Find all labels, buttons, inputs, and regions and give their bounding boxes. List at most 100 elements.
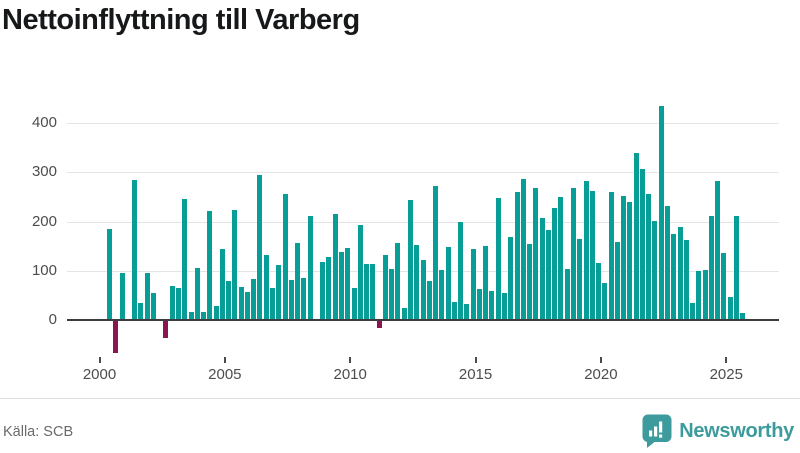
bar-q80	[608, 191, 614, 319]
bar-q95	[702, 269, 708, 319]
bar-q54	[445, 247, 451, 319]
bar-q66	[520, 179, 526, 319]
bar-q46	[395, 243, 401, 319]
bar-q52	[433, 185, 439, 319]
bar-q41	[364, 264, 370, 319]
y-axis-tick-label: 100	[31, 261, 57, 279]
bar-q11	[175, 288, 181, 319]
bar-q83	[627, 202, 633, 319]
bar-q98	[721, 252, 727, 319]
bar-q87	[652, 221, 658, 319]
gridline	[67, 123, 779, 125]
bar-q64	[508, 236, 514, 319]
x-axis-tick	[349, 357, 352, 363]
footer-divider	[0, 398, 800, 399]
x-axis-tick-label: 2010	[333, 366, 367, 383]
bar-q25	[263, 254, 269, 319]
bar-q0	[107, 228, 112, 319]
bar-q4	[132, 179, 138, 319]
bar-q62	[495, 198, 501, 319]
newsworthy-wordmark: Newsworthy	[679, 419, 794, 442]
bar-q30	[295, 243, 301, 319]
bar-q73	[564, 268, 570, 319]
newsworthy-logo[interactable]: Newsworthy	[642, 414, 794, 448]
bar-q68	[533, 187, 539, 319]
bar-q48	[407, 200, 413, 319]
x-axis-tick	[223, 357, 226, 363]
bar-q15	[201, 312, 207, 319]
bar-q43	[376, 321, 382, 329]
bar-q36	[332, 214, 338, 319]
bar-q69	[539, 218, 545, 319]
page-title: Nettoinflyttning till Varberg	[2, 4, 360, 36]
bar-q12	[182, 199, 188, 319]
bar-q19	[226, 280, 232, 319]
bar-q51	[426, 281, 432, 319]
bar-q77	[589, 191, 595, 319]
bar-q72	[558, 197, 564, 319]
x-axis-tick-label: 2015	[458, 366, 493, 383]
y-axis-tick-label: 0	[48, 311, 57, 328]
bar-q91	[677, 226, 683, 319]
bar-q45	[389, 268, 395, 319]
x-axis-tick-label: 2000	[82, 366, 117, 383]
x-axis-tick-label: 2005	[208, 366, 242, 383]
bar-q27	[276, 264, 282, 319]
bar-q49	[414, 244, 420, 319]
bar-q79	[602, 282, 608, 319]
x-axis-tick	[725, 357, 728, 363]
gridline	[67, 221, 779, 223]
bar-q39	[351, 288, 357, 319]
bar-q93	[690, 302, 696, 319]
bar-q63	[502, 292, 507, 319]
x-axis-tick	[474, 357, 477, 363]
bar-q67	[527, 243, 533, 319]
bar-q99	[727, 297, 733, 319]
bar-q75	[577, 238, 583, 319]
bar-q32	[307, 215, 313, 319]
bar-q101	[740, 312, 746, 319]
bar-q10	[169, 285, 175, 319]
bar-q14	[194, 267, 200, 319]
bar-q29	[288, 279, 294, 319]
bar-q81	[614, 242, 620, 319]
bar-q28	[282, 194, 288, 319]
bar-q58	[470, 248, 476, 319]
bar-q56	[458, 222, 464, 319]
bar-q90	[671, 233, 677, 319]
bar-q59	[476, 289, 482, 319]
bar-q78	[596, 262, 602, 319]
y-axis-tick-label: 400	[31, 114, 57, 132]
bar-q97	[715, 180, 721, 319]
bar-q6	[144, 273, 150, 319]
bar-q82	[621, 196, 627, 319]
bar-q89	[665, 206, 671, 319]
bar-q50	[420, 259, 426, 319]
bar-q57	[464, 303, 470, 319]
bar-q1	[113, 321, 119, 353]
x-axis-tick-label: 2025	[709, 366, 743, 383]
bar-q17	[213, 305, 219, 319]
y-axis-tick-label: 300	[31, 163, 57, 181]
bar-q61	[489, 291, 495, 319]
bar-q88	[658, 106, 664, 319]
bar-q20	[232, 209, 238, 319]
bar-q40	[357, 225, 363, 319]
bar-q34	[320, 262, 326, 319]
bar-q22	[244, 292, 250, 319]
bar-q70	[545, 230, 551, 319]
bar-q71	[552, 207, 558, 319]
bar-q53	[439, 269, 445, 319]
bar-q60	[483, 245, 489, 319]
bar-q9	[163, 321, 169, 339]
bar-q65	[514, 192, 520, 319]
bar-q21	[238, 286, 244, 319]
bar-q23	[251, 279, 257, 319]
bar-q92	[683, 239, 689, 319]
bar-q13	[188, 312, 194, 319]
bar-q94	[696, 271, 702, 319]
bar-q26	[270, 288, 276, 319]
bar-q96	[708, 215, 714, 319]
newsworthy-logo-icon	[642, 414, 672, 448]
bar-q47	[401, 308, 407, 319]
